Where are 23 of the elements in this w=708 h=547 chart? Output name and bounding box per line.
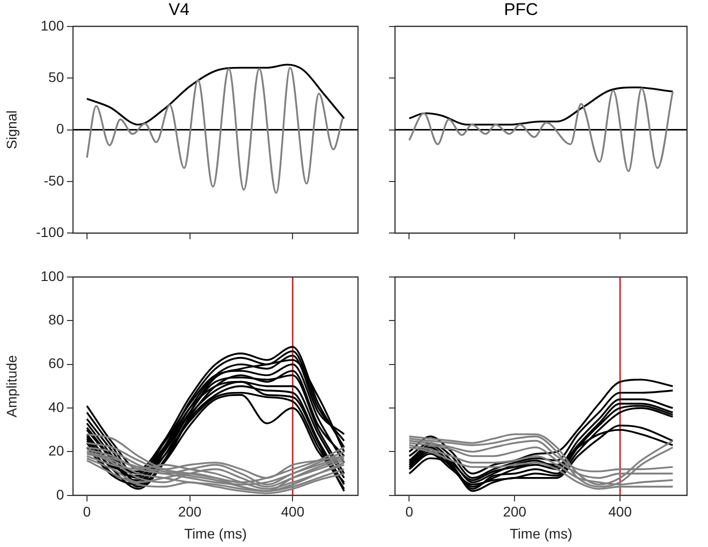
chart-title: PFC <box>504 0 538 19</box>
y-tick-label: 50 <box>48 68 64 85</box>
x-tick-label: 0 <box>82 504 91 520</box>
x-tick-label: 200 <box>502 504 527 520</box>
x-axis-title: Time (ms) <box>510 525 572 542</box>
x-tick-label: 400 <box>280 504 305 520</box>
y-tick-label: -100 <box>36 224 64 240</box>
x-tick-label: 400 <box>608 504 632 520</box>
y-tick-label: 60 <box>48 355 64 372</box>
y-tick-label: 100 <box>40 17 64 34</box>
y-tick-label: 0 <box>56 486 64 502</box>
y-tick-label: 40 <box>48 398 64 415</box>
y-tick-label: 20 <box>48 442 64 459</box>
x-axis-title: Time (ms) <box>184 525 247 542</box>
x-tick-label: 200 <box>178 504 202 520</box>
y-axis-title: Signal <box>3 110 20 150</box>
y-tick-label: 100 <box>40 268 64 284</box>
y-tick-label: 80 <box>48 312 64 328</box>
x-tick-label: 0 <box>405 504 414 520</box>
y-axis-title: Amplitude <box>3 354 20 418</box>
chart-title: V4 <box>168 0 190 19</box>
y-tick-label: -50 <box>44 172 64 188</box>
y-tick-label: 0 <box>56 120 64 137</box>
